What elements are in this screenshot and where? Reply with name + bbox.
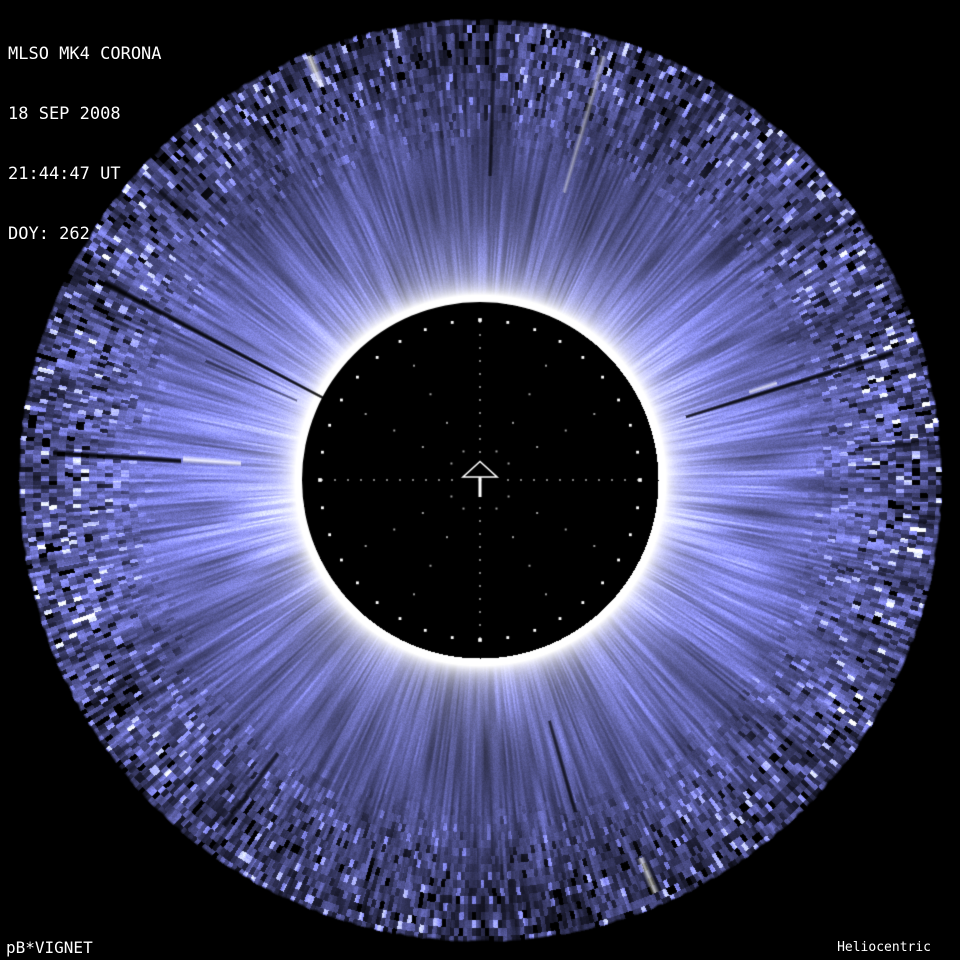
instrument-title: MLSO MK4 CORONA [8, 44, 162, 64]
observation-time: 21:44:47 UT [8, 164, 121, 184]
observation-date: 18 SEP 2008 [8, 104, 121, 124]
header-info: MLSO MK4 CORONA 18 SEP 2008 21:44:47 UT … [8, 4, 162, 284]
coordinate-system-label: Heliocentric [837, 940, 931, 955]
scaling-info: pB*VIGNET MIN: −150.00 MAX: 500.00 [6, 900, 122, 960]
day-of-year: DOY: 262 [8, 224, 90, 244]
processing-label: pB*VIGNET [6, 938, 93, 957]
